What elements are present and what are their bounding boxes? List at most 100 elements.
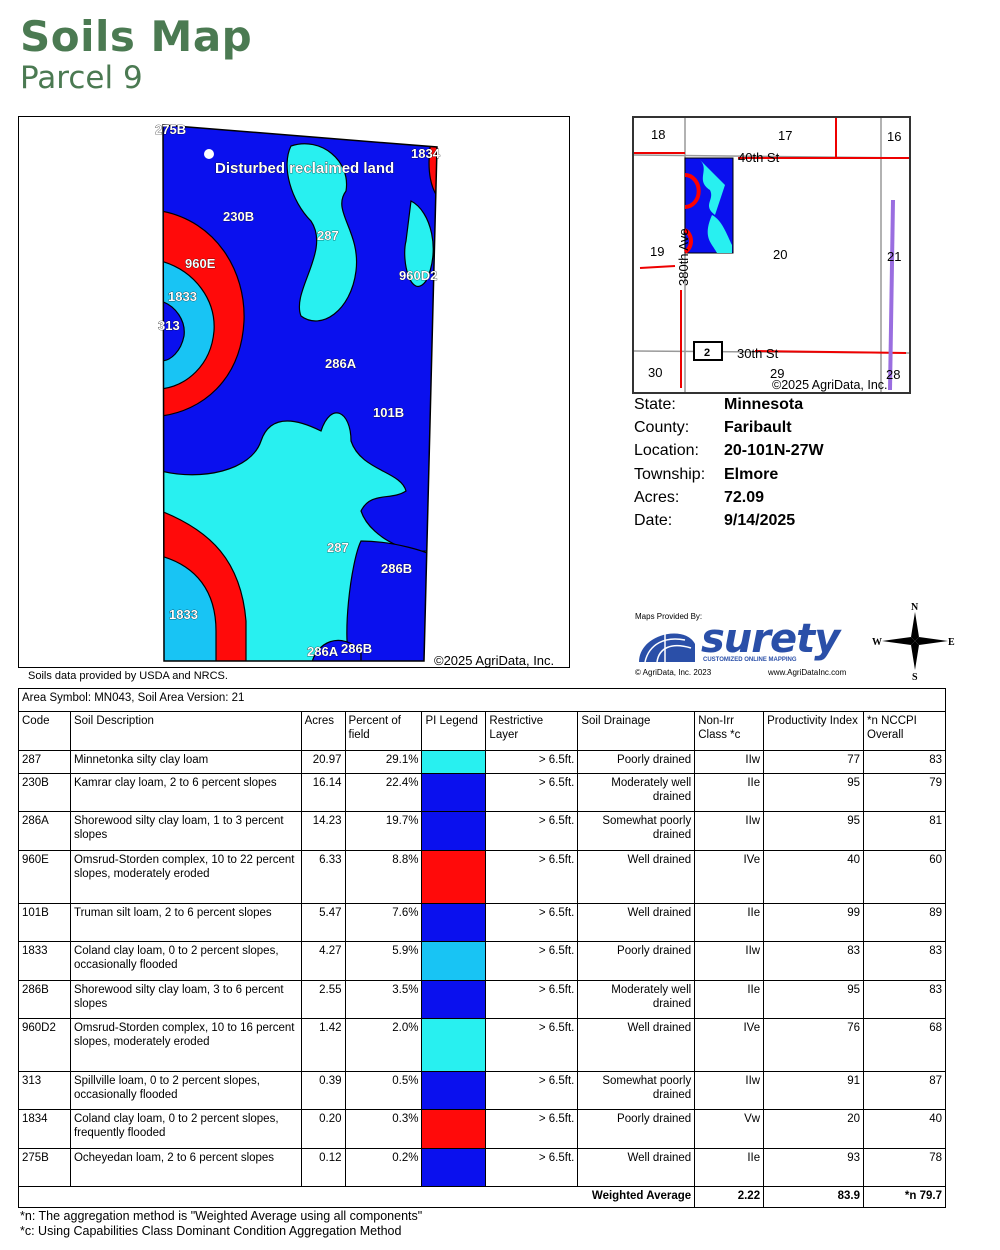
svg-text:N: N <box>911 602 919 613</box>
cell-layer: > 6.5ft. <box>485 750 579 774</box>
section-label: 16 <box>887 129 901 144</box>
cell-nccpi: 79 <box>863 773 946 812</box>
cell-drainage: Somewhat poorly drained <box>577 811 696 851</box>
cell-pi: 99 <box>763 903 865 942</box>
map-label: 230B <box>223 209 254 224</box>
pi-legend-swatch <box>421 1148 487 1187</box>
cell-drainage: Poorly drained <box>577 750 696 774</box>
cell-desc: Coland clay loam, 0 to 2 percent slopes,… <box>69 941 302 981</box>
cell-code: 960D2 <box>18 1018 71 1072</box>
cell-desc: Truman silt loam, 2 to 6 percent slopes <box>69 903 302 942</box>
cell-pi: 83 <box>763 941 865 981</box>
map-label: 1833 <box>168 289 197 304</box>
cell-acres: 5.47 <box>300 903 346 942</box>
map-label: 286A <box>307 644 339 659</box>
cell-pct: 19.7% <box>344 811 423 851</box>
cell-layer: > 6.5ft. <box>485 773 579 812</box>
pi-legend-swatch <box>421 1018 487 1072</box>
route-shield: 2 <box>704 347 710 359</box>
cell-pi: 95 <box>763 980 865 1019</box>
map-label: 287 <box>317 228 339 243</box>
cell-drainage: Moderately well drained <box>577 773 696 812</box>
area-symbol: Area Symbol: MN043, Soil Area Version: 2… <box>18 688 946 712</box>
cell-class: IIw <box>694 750 765 774</box>
cell-pi: 77 <box>763 750 865 774</box>
cell-layer: > 6.5ft. <box>485 1018 579 1072</box>
cell-layer: > 6.5ft. <box>485 811 579 851</box>
section-label: 20 <box>773 247 787 262</box>
cell-nccpi: 81 <box>863 811 946 851</box>
cell-acres: 20.97 <box>300 750 346 774</box>
cell-pi: 40 <box>763 850 865 904</box>
cell-layer: > 6.5ft. <box>485 1071 579 1110</box>
map-label: 286A <box>325 356 357 371</box>
map-label: 1833 <box>169 607 198 622</box>
cell-class: IIe <box>694 773 765 812</box>
cell-class: IVe <box>694 1018 765 1072</box>
surety-logo: Maps Provided By: surety CUSTOMIZED ONLI… <box>635 612 847 677</box>
table-row: 230B Kamrar clay loam, 2 to 6 percent slo… <box>18 773 946 812</box>
location-map: 2 18 17 16 19 20 21 30 29 28 40th St 380… <box>632 116 911 394</box>
cell-pi: 20 <box>763 1109 865 1149</box>
cell-class: Vw <box>694 1109 765 1149</box>
road-label: 40th St <box>738 150 780 165</box>
map-label: 313 <box>158 318 180 333</box>
soils-map: 275B Disturbed reclaimed land 1834 230B … <box>18 116 570 668</box>
footnotes: *n: The aggregation method is "Weighted … <box>20 1209 423 1238</box>
pi-legend-swatch <box>421 980 487 1019</box>
cell-code: 286B <box>18 980 71 1019</box>
cell-acres: 0.12 <box>300 1148 346 1187</box>
cell-layer: > 6.5ft. <box>485 941 579 981</box>
cell-nccpi: 60 <box>863 850 946 904</box>
cell-drainage: Moderately well drained <box>577 980 696 1019</box>
cell-code: 287 <box>18 750 71 774</box>
cell-pi: 91 <box>763 1071 865 1110</box>
cell-acres: 2.55 <box>300 980 346 1019</box>
cell-nccpi: 40 <box>863 1109 946 1149</box>
table-row: 960D2 Omsrud-Storden complex, 10 to 16 pe… <box>18 1018 946 1072</box>
cell-drainage: Somewhat poorly drained <box>577 1071 696 1110</box>
source-note: Soils data provided by USDA and NRCS. <box>28 670 228 682</box>
section-label: 29 <box>770 366 784 381</box>
table-row: 101B Truman silt loam, 2 to 6 percent slo… <box>18 903 946 942</box>
cell-code: 313 <box>18 1071 71 1110</box>
cell-code: 286A <box>18 811 71 851</box>
cell-desc: Kamrar clay loam, 2 to 6 percent slopes <box>69 773 302 812</box>
cell-nccpi: 89 <box>863 903 946 942</box>
cell-acres: 0.20 <box>300 1109 346 1149</box>
cell-nccpi: 83 <box>863 941 946 981</box>
cell-acres: 6.33 <box>300 850 346 904</box>
cell-layer: > 6.5ft. <box>485 1109 579 1149</box>
location-map-copyright: ©2025 AgriData, Inc. <box>772 378 888 392</box>
cell-class: IIe <box>694 980 765 1019</box>
cell-pi: 76 <box>763 1018 865 1072</box>
pi-legend-swatch <box>421 850 487 904</box>
road-label: 380th Ave <box>676 228 691 286</box>
cell-pct: 2.0% <box>344 1018 423 1072</box>
svg-text:W: W <box>872 637 882 648</box>
cell-acres: 16.14 <box>300 773 346 812</box>
cell-desc: Omsrud-Storden complex, 10 to 22 percent… <box>69 850 302 904</box>
map-label: 275B <box>155 122 186 137</box>
cell-layer: > 6.5ft. <box>485 980 579 1019</box>
map-label: 960E <box>185 256 216 271</box>
cell-class: IIw <box>694 1071 765 1110</box>
map-label: 960D2 <box>399 268 437 283</box>
table-row: 286B Shorewood silty clay loam, 3 to 6 pe… <box>18 980 946 1019</box>
weighted-average-row: Weighted Average 2.22 83.9 *n 79.7 <box>17 1186 946 1208</box>
road-label: 30th St <box>737 346 779 361</box>
cell-layer: > 6.5ft. <box>485 1148 579 1187</box>
cell-class: IVe <box>694 850 765 904</box>
table-row: 1833 Coland clay loam, 0 to 2 percent slo… <box>18 941 946 981</box>
cell-desc: Coland clay loam, 0 to 2 percent slopes,… <box>69 1109 302 1149</box>
cell-code: 275B <box>18 1148 71 1187</box>
cell-pct: 5.9% <box>344 941 423 981</box>
section-label: 18 <box>651 127 665 142</box>
cell-layer: > 6.5ft. <box>485 850 579 904</box>
cell-desc: Spillville loam, 0 to 2 percent slopes, … <box>69 1071 302 1110</box>
cell-pi: 95 <box>763 811 865 851</box>
cell-drainage: Poorly drained <box>577 941 696 981</box>
cell-pct: 8.8% <box>344 850 423 904</box>
map-copyright: ©2025 AgriData, Inc. <box>434 653 554 667</box>
map-label: 287 <box>327 540 349 555</box>
